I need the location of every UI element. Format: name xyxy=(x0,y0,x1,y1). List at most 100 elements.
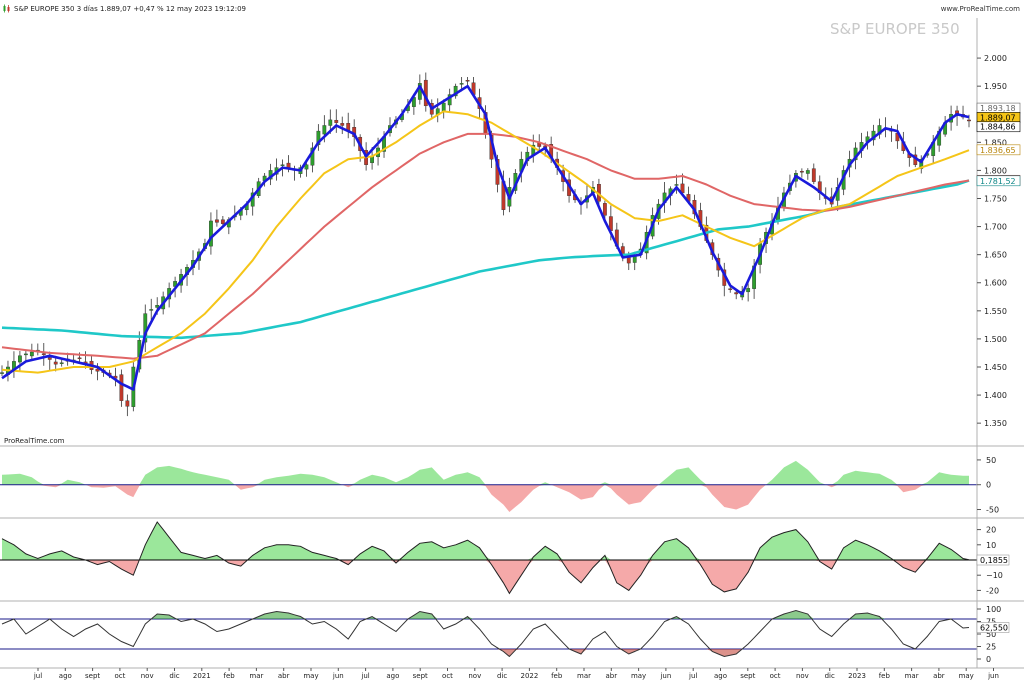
y-tick-label: 1.950 xyxy=(984,82,1007,91)
candle-body xyxy=(465,80,470,82)
y-tick-label: 1.550 xyxy=(984,307,1007,316)
x-tick-label: abr xyxy=(933,672,945,680)
price-tag-label: 1.884,86 xyxy=(980,123,1016,132)
y-tick-label: 1.850 xyxy=(984,138,1007,147)
price-tag-label: 1.836,65 xyxy=(980,146,1016,155)
x-tick-label: feb xyxy=(223,672,235,680)
osc-y-tick-label: 50 xyxy=(986,456,996,465)
oscillator-panel-3 xyxy=(0,609,977,658)
x-tick-label: sept xyxy=(740,672,755,680)
candle-body xyxy=(322,125,327,135)
osc-y-tick-label: 50 xyxy=(986,630,996,639)
x-tick-label: nov xyxy=(141,672,154,680)
x-tick-label: ago xyxy=(386,672,399,680)
y-tick-label: 1.500 xyxy=(984,335,1007,344)
candle-body xyxy=(334,119,339,123)
candle-body xyxy=(728,288,733,290)
x-tick-label: dic xyxy=(825,672,835,680)
candle-body xyxy=(799,170,804,173)
osc-y-tick-label: 75 xyxy=(986,618,996,627)
x-tick-label: may xyxy=(959,672,974,680)
x-tick-label: 2023 xyxy=(848,672,866,680)
osc-line xyxy=(2,461,969,512)
x-tick-label: feb xyxy=(879,672,891,680)
oscillator-panel-1 xyxy=(0,460,977,512)
y-tick-label: 1.750 xyxy=(984,194,1007,203)
brand-link[interactable]: www.ProRealTime.com xyxy=(940,5,1020,13)
osc-y-tick-label: 20 xyxy=(986,526,996,535)
y-tick-label: 1.800 xyxy=(984,166,1007,175)
x-tick-label: jun xyxy=(659,672,671,680)
x-tick-label: nov xyxy=(796,672,809,680)
osc-y-tick-label: -20 xyxy=(986,586,999,595)
x-tick-label: abr xyxy=(605,672,617,680)
price-tag xyxy=(976,121,1021,133)
candle-body xyxy=(340,123,345,126)
osc-value-label: 62,550 xyxy=(980,624,1008,633)
osc-positive-area xyxy=(2,522,969,560)
candle-body xyxy=(805,170,810,174)
candle-body xyxy=(746,288,751,293)
y-tick-label: 1.650 xyxy=(984,251,1007,260)
osc-y-tick-label: 25 xyxy=(986,643,996,652)
oscillator-panel-2 xyxy=(0,521,977,595)
candle-body xyxy=(29,351,34,357)
candle-body xyxy=(77,357,82,360)
candle-body xyxy=(0,372,4,374)
candle-body xyxy=(155,305,160,308)
osc-positive-area xyxy=(2,460,969,485)
osc-y-tick-label: 0 xyxy=(986,481,991,490)
candle-body xyxy=(59,362,64,364)
candle-body xyxy=(47,357,52,360)
x-tick-label: feb xyxy=(551,672,563,680)
osc-line xyxy=(1,521,970,595)
osc-y-tick-label: −10 xyxy=(986,571,1003,580)
chart-title: S&P EUROPE 350 3 días 1.889,07 +0,47 % 1… xyxy=(14,5,246,13)
x-tick-label: 2022 xyxy=(520,672,538,680)
candle-body xyxy=(53,361,58,365)
watermark: S&P EUROPE 350 xyxy=(830,20,960,38)
x-tick-label: abr xyxy=(278,672,290,680)
osc-y-tick-label: 10 xyxy=(986,541,996,550)
x-tick-label: oct xyxy=(442,672,453,680)
x-tick-label: 2021 xyxy=(193,672,211,680)
x-tick-label: oct xyxy=(114,672,125,680)
candle-body xyxy=(125,400,130,407)
candle-body xyxy=(811,168,816,182)
x-tick-label: dic xyxy=(169,672,179,680)
candle-body xyxy=(149,309,154,311)
chart-header: S&P EUROPE 350 3 días 1.889,07 +0,47 % 1… xyxy=(0,0,1024,18)
candle-body xyxy=(119,374,124,401)
candle-body xyxy=(328,119,333,126)
candle-body xyxy=(214,219,219,223)
osc-value-tag xyxy=(976,622,1010,633)
osc-line xyxy=(1,609,970,658)
candle-body xyxy=(286,162,291,168)
price-panel[interactable] xyxy=(0,72,971,417)
osc-value-label: 0,1855 xyxy=(980,556,1008,565)
x-tick-label: may xyxy=(303,672,318,680)
fast-line-series xyxy=(1,84,970,391)
candle-body xyxy=(459,83,464,85)
candle-body xyxy=(23,353,28,356)
x-tick-label: mar xyxy=(577,672,591,680)
x-tick-label: may xyxy=(631,672,646,680)
x-tick-label: mar xyxy=(249,672,263,680)
x-tick-label: oct xyxy=(770,672,781,680)
candle-body xyxy=(602,203,607,216)
candle-body xyxy=(674,184,679,186)
oversold-area xyxy=(2,649,969,657)
candle-body xyxy=(967,119,971,122)
ma-yellow-series xyxy=(1,110,970,374)
y-tick-label: 1.450 xyxy=(984,363,1007,372)
x-tick-label: mar xyxy=(905,672,919,680)
candle-body xyxy=(304,164,309,170)
candle-body xyxy=(734,292,739,295)
x-tick-label: jul xyxy=(688,672,697,680)
footer-brand: ProRealTime.com xyxy=(4,437,65,445)
x-tick-label: sept xyxy=(85,672,100,680)
x-tick-label: jul xyxy=(360,672,369,680)
osc-value-tag xyxy=(976,554,1010,566)
x-tick-label: jun xyxy=(332,672,344,680)
